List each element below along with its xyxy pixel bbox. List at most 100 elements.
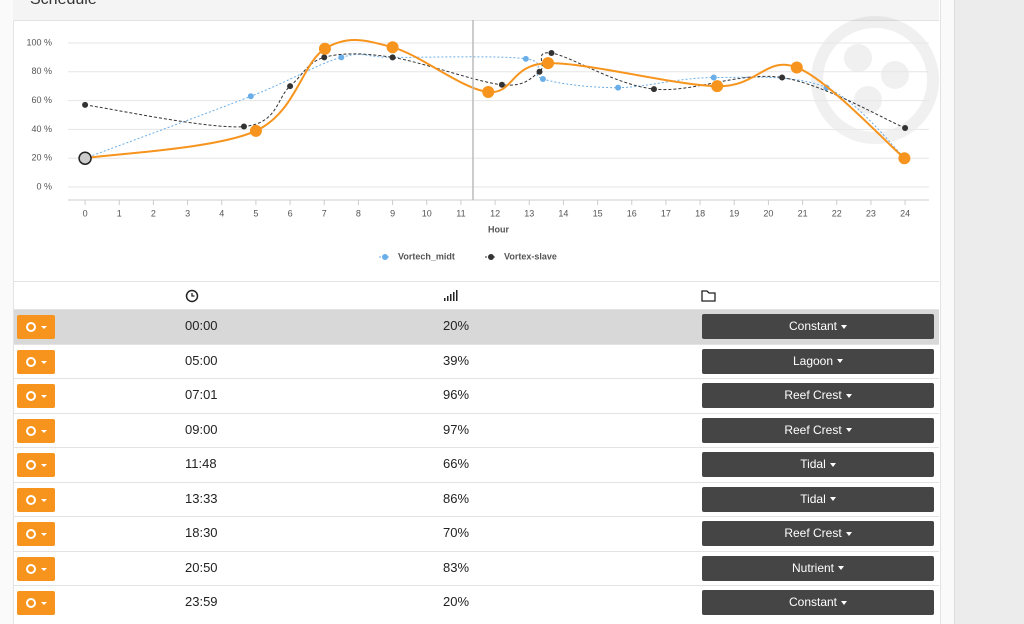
- gear-button[interactable]: [17, 556, 55, 581]
- gear-button[interactable]: [17, 315, 55, 339]
- data-point: [338, 54, 345, 61]
- caret: [845, 428, 852, 433]
- time: 00:00: [185, 318, 218, 333]
- x-tick-label: 14: [558, 208, 568, 218]
- percent: 97%: [443, 421, 470, 437]
- data-point: [318, 42, 331, 55]
- card-header: Schedule: [13, 0, 939, 21]
- mode-label: Tidal: [800, 491, 826, 506]
- gear-button[interactable]: [17, 591, 55, 615]
- time: 09:00: [185, 421, 218, 437]
- data-point: [482, 85, 495, 98]
- mode-button[interactable]: Nutrient: [702, 555, 934, 581]
- mode-label: Reef Crest: [784, 388, 842, 402]
- data-point: [902, 124, 909, 131]
- mode-button[interactable]: Reef Crest: [702, 521, 934, 546]
- table-row: 11:48 66% Tidal: [14, 447, 939, 482]
- data-point: [389, 54, 396, 61]
- x-tick-label: 16: [627, 208, 637, 218]
- series-line: [84, 39, 906, 160]
- table-row: 23:59 20% Constant: [14, 585, 939, 620]
- mode-label: Reef Crest: [784, 422, 842, 437]
- mode-label: Tidal: [800, 457, 826, 471]
- legend-item: Vortex-slave: [485, 251, 557, 261]
- x-tick-label: 3: [185, 208, 190, 218]
- gear-button[interactable]: [17, 384, 55, 408]
- title: Schedule: [30, 0, 97, 9]
- gear-button[interactable]: [17, 522, 55, 546]
- x-tick-label: 2: [151, 208, 156, 218]
- data-point: [548, 50, 555, 57]
- time: 20:50: [185, 559, 218, 575]
- data-point: [615, 84, 622, 91]
- gear-button[interactable]: [17, 349, 55, 374]
- x-tick-label: 24: [900, 208, 910, 218]
- table-header: [14, 281, 939, 310]
- gear-button[interactable]: [17, 453, 55, 477]
- mode-label: Reef Crest: [784, 526, 842, 540]
- data-point: [386, 41, 399, 54]
- x-tick-label: 10: [422, 208, 432, 218]
- x-tick-label: 22: [832, 208, 842, 218]
- y-tick-label: 20 %: [31, 153, 52, 163]
- x-tick-label: 9: [390, 208, 395, 218]
- data-point: [287, 83, 294, 90]
- gear-button[interactable]: [17, 487, 55, 512]
- data-point: [498, 81, 505, 88]
- mode-button[interactable]: Tidal: [702, 486, 934, 512]
- data-point: [536, 68, 543, 75]
- gear-button[interactable]: [17, 418, 55, 443]
- legend-item: Vortech_midt: [379, 251, 455, 261]
- time: 23:59: [185, 594, 218, 609]
- percent: 66%: [443, 456, 470, 471]
- data-point: [78, 151, 92, 165]
- data-point: [522, 55, 529, 62]
- percent: 20%: [443, 594, 470, 609]
- data-point: [790, 61, 803, 74]
- x-tick-label: 5: [253, 208, 258, 218]
- mode-button[interactable]: Tidal: [702, 452, 934, 477]
- mode-button[interactable]: Reef Crest: [702, 417, 934, 443]
- caret: [829, 462, 836, 467]
- caret: [841, 600, 848, 605]
- legend-label: Vortech_midt: [398, 251, 455, 261]
- legend-marker: [382, 254, 388, 260]
- data-point: [321, 54, 328, 61]
- data-point: [542, 57, 555, 70]
- percent: 39%: [443, 352, 470, 368]
- legend-marker: [488, 254, 494, 260]
- x-tick-label: 1: [117, 208, 122, 218]
- header-icons: [185, 289, 716, 303]
- x-tick-label: 8: [356, 208, 361, 218]
- caret: [829, 497, 836, 502]
- data-point: [249, 124, 262, 137]
- table-row: 20:50 83% Nutrient: [14, 550, 939, 586]
- data-point: [82, 101, 89, 108]
- table-row: 18:30 70% Reef Crest: [14, 516, 939, 551]
- mode-button[interactable]: Reef Crest: [702, 383, 934, 408]
- data-point: [779, 74, 786, 81]
- x-tick-label: 6: [288, 208, 293, 218]
- percent: 83%: [443, 559, 470, 575]
- time: 07:01: [185, 387, 218, 402]
- table-row: 09:00 97% Reef Crest: [14, 412, 939, 448]
- mode-label: Constant: [788, 319, 838, 333]
- data-point: [710, 74, 717, 81]
- y-tick-label: 80 %: [31, 66, 52, 76]
- x-tick-label: 19: [729, 208, 739, 218]
- y-tick-label: 100 %: [26, 37, 52, 47]
- mode-label: Constant: [788, 595, 838, 609]
- mode-button[interactable]: Constant: [702, 590, 934, 615]
- y-tick-label: 0 %: [36, 181, 52, 191]
- data-point: [240, 123, 247, 130]
- x-tick-label: 4: [219, 208, 224, 218]
- time: 11:48: [185, 456, 217, 471]
- mode-button[interactable]: Constant: [702, 314, 934, 339]
- caret: [837, 359, 844, 364]
- x-tick-label: 0: [83, 208, 88, 218]
- legend-label: Vortex-slave: [504, 251, 557, 261]
- mode-button[interactable]: Lagoon: [702, 348, 934, 374]
- percent: 20%: [443, 318, 470, 333]
- logo: [811, 16, 939, 144]
- table-row: 07:01 96% Reef Crest: [14, 378, 939, 413]
